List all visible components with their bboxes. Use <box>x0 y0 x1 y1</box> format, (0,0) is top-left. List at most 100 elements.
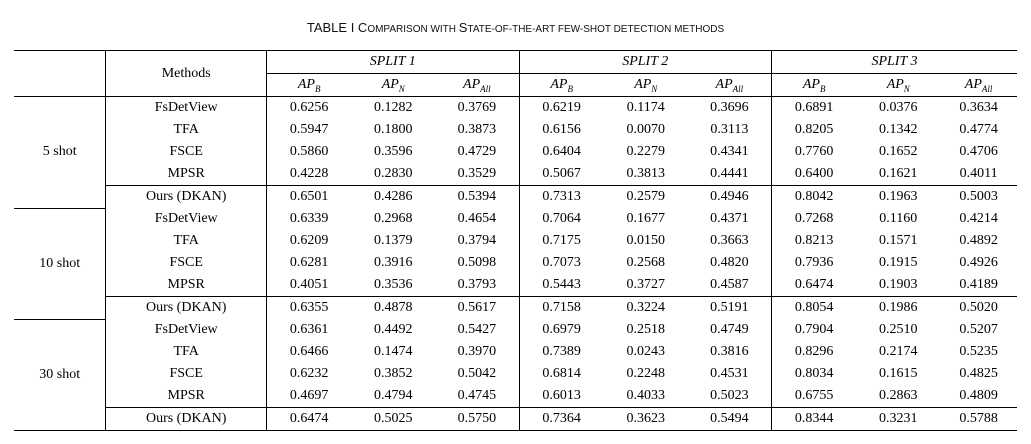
value-cell: 0.3727 <box>626 277 666 292</box>
value-cell: 0.5191 <box>687 296 772 319</box>
value-cell: 0.0243 <box>626 344 666 359</box>
value-cell: 0.4926 <box>959 255 998 270</box>
value-cell: 0.7175 <box>542 233 581 248</box>
value-cell: 0.3634 <box>959 100 998 115</box>
metric-header: APN <box>603 73 688 97</box>
value-cell: 0.4706 <box>959 144 998 159</box>
ours-row: Ours (DKAN) 0.6501 0.4286 0.5394 0.7313 0.257… <box>14 185 1017 208</box>
method-name: Ours (DKAN) <box>105 296 267 319</box>
value-cell: 0.3793 <box>435 274 520 297</box>
value-cell: 0.7389 <box>542 344 581 359</box>
table-row: FSCE 0.5860 0.3596 0.4729 0.6404 0.2279 0.4341… <box>14 141 1017 163</box>
value-cell: 0.4033 <box>626 388 666 403</box>
value-cell: 0.4341 <box>687 141 772 163</box>
value-cell: 0.5067 <box>542 166 581 181</box>
value-cell: 0.4809 <box>959 388 998 403</box>
value-cell: 0.3794 <box>435 230 520 252</box>
value-cell: 0.2174 <box>879 344 918 359</box>
value-cell: 0.5788 <box>940 407 1017 431</box>
split-header-2: SPLIT 2 <box>519 50 772 74</box>
value-cell: 0.8296 <box>794 344 834 359</box>
value-cell: 0.4214 <box>959 211 998 226</box>
value-cell: 0.7158 <box>519 296 604 319</box>
value-cell: 0.6156 <box>542 122 581 137</box>
value-cell: 0.4531 <box>687 363 772 385</box>
value-cell: 0.0150 <box>626 233 666 248</box>
value-cell: 0.4745 <box>435 385 520 408</box>
value-cell: 0.7313 <box>519 185 604 208</box>
metric-base: AP <box>381 76 399 92</box>
value-cell: 0.4794 <box>374 388 413 403</box>
value-cell: 0.6219 <box>542 100 581 115</box>
method-name: Ours (DKAN) <box>105 185 267 208</box>
method-name: FsDetView <box>105 319 267 341</box>
value-cell: 0.1615 <box>879 366 918 381</box>
value-cell: 0.4492 <box>374 322 413 337</box>
value-cell: 0.6474 <box>794 277 834 292</box>
value-cell: 0.3663 <box>687 230 772 252</box>
table-header: Methods SPLIT 1 SPLIT 2 SPLIT 3 APB APN APAll A… <box>14 50 1017 97</box>
ours-row: Ours (DKAN) 0.6474 0.5025 0.5750 0.7364 0.362… <box>14 407 1017 431</box>
value-cell: 0.2830 <box>374 166 413 181</box>
value-cell: 0.6755 <box>794 388 834 403</box>
value-cell: 0.6339 <box>289 211 329 226</box>
value-cell: 0.6466 <box>289 344 329 359</box>
value-cell: 0.5023 <box>687 385 772 408</box>
split-header-3: SPLIT 3 <box>771 50 1017 74</box>
value-cell: 0.4286 <box>351 185 436 208</box>
value-cell: 0.5207 <box>959 322 998 337</box>
metric-base: AP <box>802 76 820 92</box>
value-cell: 0.8054 <box>771 296 857 319</box>
value-cell: 0.1174 <box>626 100 665 115</box>
value-cell: 0.4749 <box>687 319 772 341</box>
value-cell: 0.1379 <box>374 233 413 248</box>
value-cell: 0.7364 <box>519 407 604 431</box>
value-cell: 0.3224 <box>603 296 688 319</box>
value-cell: 0.7760 <box>794 144 834 159</box>
value-cell: 0.5235 <box>959 344 998 359</box>
comparison-table: Methods SPLIT 1 SPLIT 2 SPLIT 3 APB APN APAll A… <box>14 50 1017 431</box>
value-cell: 0.1571 <box>879 233 918 248</box>
value-cell: 0.3873 <box>435 119 520 141</box>
metric-subscript: N <box>398 83 405 94</box>
table-row: TFA 0.5947 0.1800 0.3873 0.6156 0.0070 0.3113 0… <box>14 119 1017 141</box>
value-cell: 0.1474 <box>374 344 413 359</box>
value-cell: 0.3916 <box>374 255 413 270</box>
split-header-1: SPLIT 1 <box>266 50 520 74</box>
value-cell: 0.6501 <box>266 185 352 208</box>
value-cell: 0.1652 <box>879 144 918 159</box>
method-name: MPSR <box>105 274 267 297</box>
metric-subscript: B <box>567 83 573 94</box>
value-cell: 0.6404 <box>542 144 581 159</box>
method-name: Ours (DKAN) <box>105 407 267 431</box>
metric-base: AP <box>634 76 652 92</box>
value-cell: 0.7936 <box>794 255 834 270</box>
value-cell: 0.5098 <box>435 252 520 274</box>
value-cell: 0.8344 <box>771 407 857 431</box>
metric-subscript: All <box>732 83 744 94</box>
value-cell: 0.6814 <box>542 366 581 381</box>
header-row-metrics: APB APN APAll APB APN APAll APB APN APAll <box>14 73 1017 97</box>
method-name: FSCE <box>105 363 267 385</box>
value-cell: 0.5860 <box>289 144 329 159</box>
value-cell: 0.1963 <box>856 185 941 208</box>
caption-smallcaps-1: OMPARISON WITH <box>367 24 459 35</box>
value-cell: 0.6474 <box>266 407 352 431</box>
value-cell: 0.5020 <box>940 296 1017 319</box>
caption-smallcaps-2: TATE-OF-THE-ART FEW-SHOT DETECTION METHO… <box>467 24 725 35</box>
table-row: 5 shot FsDetView 0.6256 0.1282 0.3769 0.6219 0… <box>14 96 1017 208</box>
value-cell: 0.4774 <box>959 122 998 137</box>
value-cell: 0.1915 <box>879 255 918 270</box>
metric-header: APB <box>771 73 857 97</box>
metric-subscript: All <box>480 83 491 94</box>
value-cell: 0.7904 <box>794 322 834 337</box>
value-cell: 0.7268 <box>794 211 834 226</box>
value-cell: 0.1282 <box>374 100 413 115</box>
value-cell: 0.6209 <box>289 233 329 248</box>
metric-header: APAll <box>687 73 772 97</box>
table-row: MPSR 0.4697 0.4794 0.4745 0.6013 0.4033 0.5023… <box>14 385 1017 408</box>
method-name: MPSR <box>105 385 267 408</box>
value-cell: 0.3816 <box>687 341 772 363</box>
metric-subscript: B <box>819 83 826 94</box>
table-row: FSCE 0.6281 0.3916 0.5098 0.7073 0.2568 0.4820… <box>14 252 1017 274</box>
